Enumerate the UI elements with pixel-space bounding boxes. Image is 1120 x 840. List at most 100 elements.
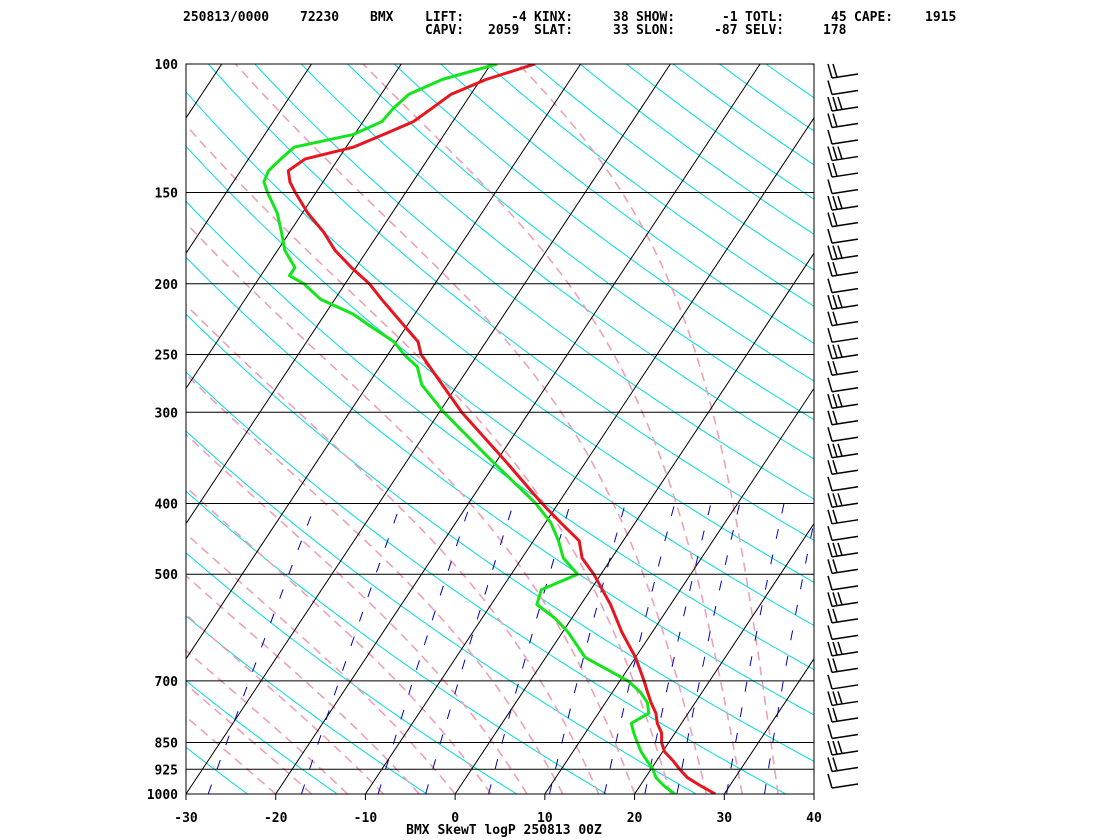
wind-barb-flag (827, 162, 833, 178)
mixing-ratio-36 (764, 519, 814, 794)
mixing-ratio-1 (301, 503, 402, 794)
wind-barb (827, 63, 859, 79)
wind-barb (827, 707, 859, 723)
header-line-2: CAPV: 2059 SLAT: 33 SLON: -87 SELV: 178 (0, 24, 1120, 64)
wind-barb-flag (827, 460, 833, 475)
isotherm-10 (544, 387, 814, 794)
wind-barb-flag (837, 740, 843, 754)
wind-barb-flag (827, 80, 833, 95)
wind-barb-flag (832, 261, 838, 276)
dry-adiabat-490 (765, 64, 814, 99)
wind-barb-flag (827, 195, 833, 211)
dry-adiabat-430 (486, 64, 814, 307)
wind-barb-flag (832, 410, 838, 425)
wind-barb-flag (837, 443, 843, 457)
y-tick-label: 925 (155, 763, 178, 778)
wind-barb-flag (827, 146, 833, 161)
wind-barb-staff (831, 783, 859, 789)
wind-barb (827, 542, 859, 558)
x-tick-label: 20 (627, 811, 643, 826)
wind-barb-flag (832, 212, 838, 227)
wind-barb (827, 493, 859, 509)
wind-barb (827, 460, 859, 476)
wind-barb-flag (832, 443, 838, 458)
wind-barb (827, 592, 859, 608)
isotherm-40 (813, 793, 814, 794)
wind-barb-flag (827, 724, 833, 739)
dry-adiabat-460 (625, 64, 814, 200)
wind-barb-staff (831, 535, 859, 542)
wind-barb-flag (827, 493, 833, 508)
wind-barb-flag (827, 509, 833, 525)
wind-barb-flag (827, 394, 833, 409)
wind-barb (827, 658, 859, 674)
wind-barb-flag (827, 361, 833, 376)
wind-barb-flag (837, 195, 843, 209)
wind-barb-flag (827, 228, 833, 244)
header-station: BMX (370, 10, 394, 25)
header-slat-label: SLAT: (534, 23, 574, 38)
wind-barb-flag (827, 377, 833, 392)
wind-barb-flag (832, 146, 838, 160)
wind-barb (827, 394, 859, 409)
wind-barb-flag (827, 641, 833, 657)
header-kinx-value: 38 (613, 10, 629, 25)
y-tick-label: 1000 (147, 788, 178, 803)
moist-adiabat-20 (186, 221, 636, 794)
dry-adiabat-260 (186, 680, 339, 794)
wind-barb-flag (827, 63, 833, 79)
wind-barb-staff (831, 436, 859, 442)
header-totl-value: 45 (831, 10, 847, 25)
wind-barb-staff (831, 139, 859, 145)
wind-barb-flag (827, 575, 833, 591)
wind-barb-flag (827, 443, 833, 458)
header-date: 250813/0000 (183, 10, 270, 25)
wind-barb-flag (832, 63, 838, 78)
moist-adiabat-24 (186, 124, 672, 794)
header-line-1: 250813/0000 72230 BMX LIFT: -4 KINX: 38 SHOW: -1… (0, 11, 1120, 51)
wind-barb-flag (832, 493, 838, 507)
moist-adiabat-0 (186, 532, 456, 794)
dewpoint-line (262, 64, 676, 794)
wind-barb-flag (827, 113, 833, 128)
wind-barb-flag (827, 625, 833, 640)
header-slon-label: SLON: (636, 23, 676, 38)
wind-barb-flag (832, 245, 838, 260)
wind-barb-staff (831, 188, 859, 195)
wind-barb (827, 80, 859, 96)
wind-barb-flag (827, 129, 833, 145)
isotherm--40 (186, 64, 582, 660)
wind-barb (827, 228, 859, 244)
mixing-ratio-20 (676, 503, 741, 794)
dry-adiabat-480 (718, 64, 814, 132)
wind-barb-flag (827, 261, 833, 277)
x-tick-label: 10 (537, 811, 553, 826)
wind-barb-flag (827, 542, 833, 558)
wind-barb-flag (837, 344, 843, 358)
isotherm-30 (723, 657, 814, 794)
moist-adiabat-8 (186, 433, 528, 794)
wind-barb-flag (827, 707, 833, 723)
wind-barb-flag (827, 212, 833, 227)
dry-adiabat-310 (186, 371, 787, 794)
wind-barb-flag (832, 691, 838, 705)
header-selv-value: 178 (823, 23, 847, 38)
wind-barb (827, 278, 859, 294)
header-show-value: -1 (722, 10, 738, 25)
wind-barb-flag (827, 608, 833, 624)
y-tick-label: 100 (155, 58, 179, 73)
wind-barb-flag (827, 559, 833, 574)
dry-adiabat-340 (186, 200, 814, 671)
wind-barb (827, 575, 859, 591)
wind-barb (827, 443, 859, 459)
wind-barb-flag (827, 691, 833, 706)
isotherm--60 (186, 64, 402, 390)
header-lift-label: LIFT: (425, 10, 465, 25)
dry-adiabat-360 (186, 91, 814, 583)
wind-barb-flag (832, 707, 838, 722)
dry-adiabat-270 (186, 615, 428, 794)
wind-barb-flag (837, 294, 843, 308)
y-tick-label: 300 (155, 406, 179, 421)
wind-barb (827, 327, 859, 343)
wind-barb-staff (831, 585, 859, 591)
